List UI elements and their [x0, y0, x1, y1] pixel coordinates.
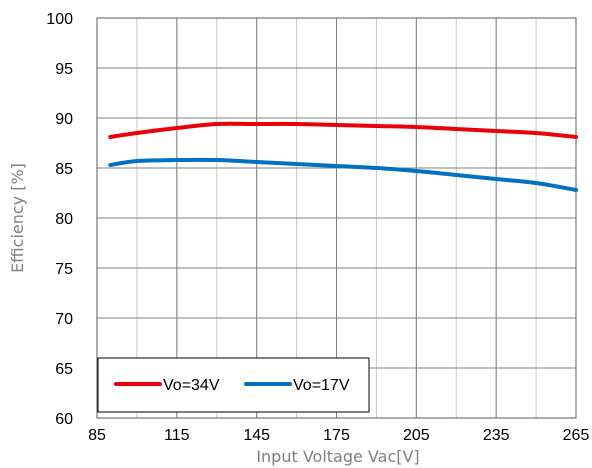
data-series — [108, 121, 578, 192]
legend-label-vo17: Vo=17V — [293, 377, 350, 394]
x-tick-label: 115 — [164, 427, 190, 444]
y-tick-label: 75 — [55, 261, 73, 278]
y-tick-label: 60 — [55, 411, 73, 428]
y-tick-label: 65 — [55, 361, 73, 378]
plot-area-border — [96, 17, 577, 419]
y-tick-label: 70 — [55, 311, 73, 328]
series-line-vo-17v — [108, 157, 578, 192]
y-tick-label: 85 — [55, 161, 73, 178]
y-tick-label: 80 — [55, 211, 73, 228]
x-tick-label: 205 — [403, 427, 430, 444]
y-tick-label: 95 — [55, 61, 73, 78]
x-tick-label: 175 — [323, 427, 350, 444]
x-tick-label: 265 — [563, 427, 590, 444]
x-tick-label: 235 — [483, 427, 510, 444]
y-tick-label: 100 — [46, 11, 73, 28]
x-axis-label: Input Voltage Vac[V] — [256, 447, 419, 466]
tick-labels: 85 115 145 175 205 235 265 60 65 70 75 80 85 90 95 100 — [46, 11, 589, 444]
x-tick-label: 85 — [88, 427, 106, 444]
y-axis-label: Efficiency [%] — [8, 163, 27, 273]
x-tick-label: 145 — [243, 427, 270, 444]
legend-label-vo34: Vo=34V — [163, 377, 220, 394]
series-line-vo-34v — [108, 121, 578, 139]
y-tick-label: 90 — [55, 111, 73, 128]
legend: Vo=34V Vo=17V — [97, 357, 370, 413]
